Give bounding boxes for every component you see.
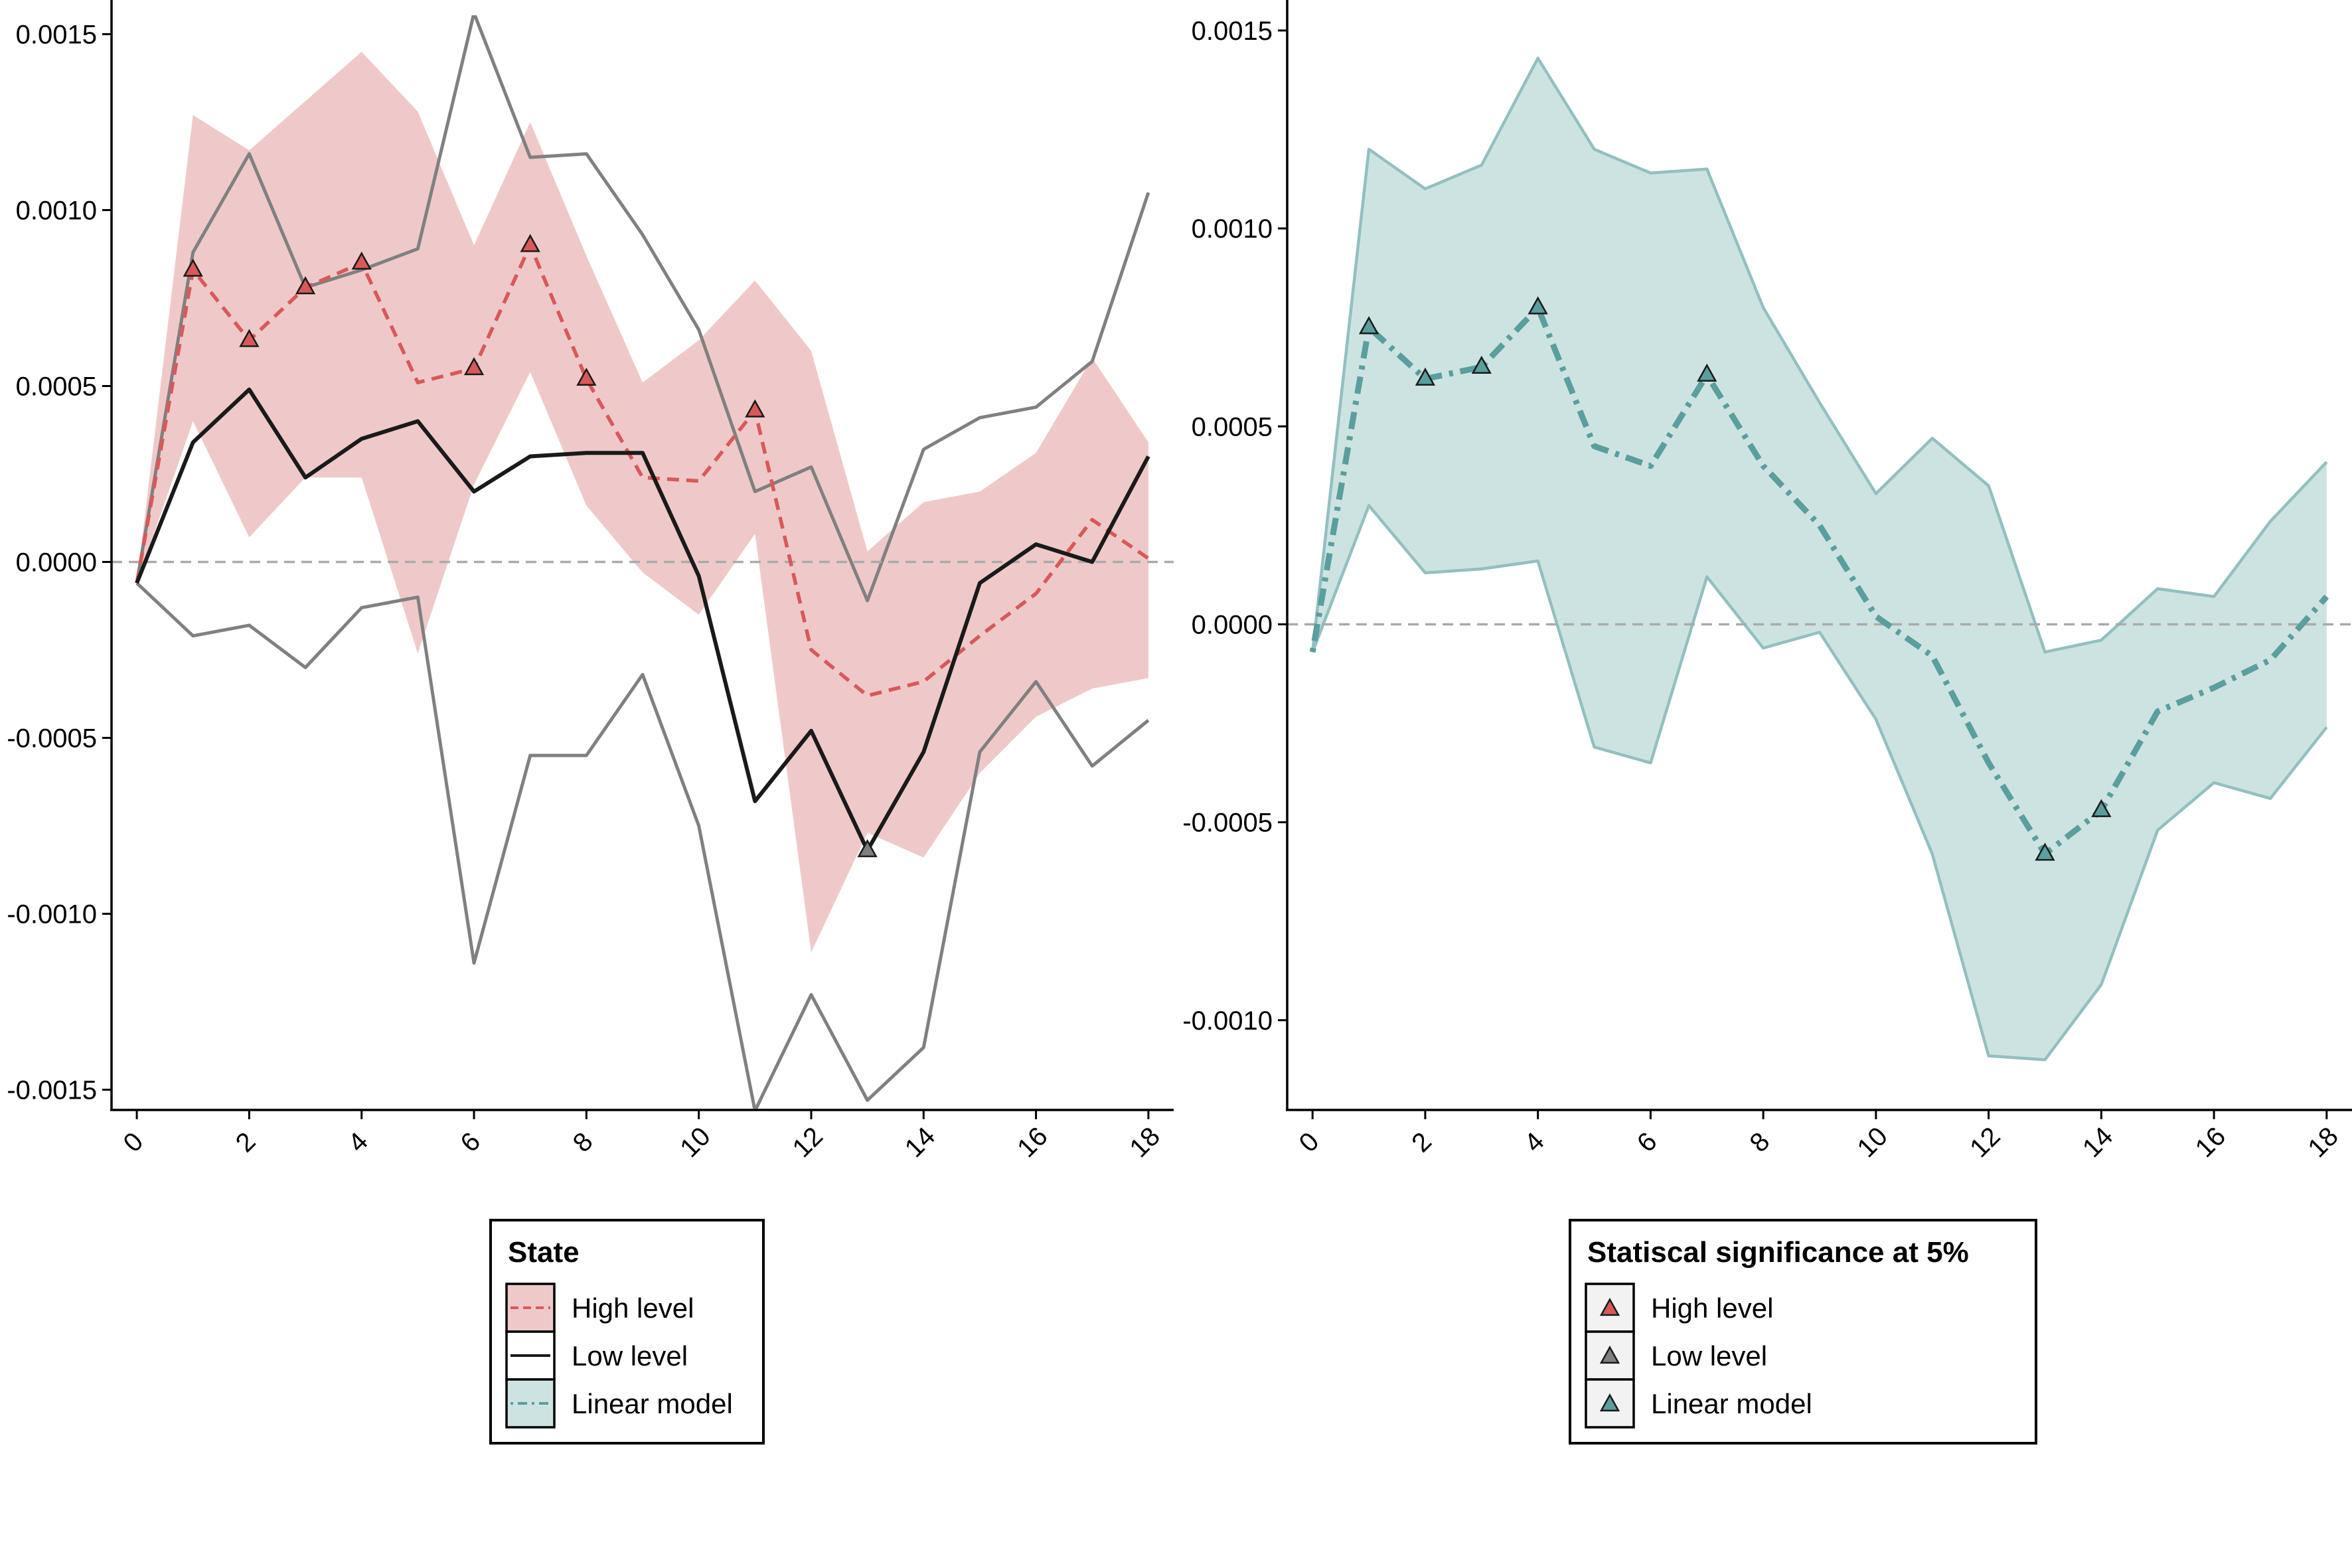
legend-title: State xyxy=(508,1236,580,1269)
y-tick-label: 0.0015 xyxy=(1192,17,1273,46)
high-level-significance-marker xyxy=(745,399,765,418)
linear-model-lower-bound xyxy=(1311,504,2328,1061)
legend-entry-label: Linear model xyxy=(1651,1388,1812,1419)
y-tick-label: 0.0010 xyxy=(16,196,97,226)
low-level-significance-marker xyxy=(857,839,878,858)
plot-area xyxy=(1287,56,2352,1061)
high-level-significance-marker xyxy=(183,258,203,277)
linear-model-line xyxy=(1309,304,2329,857)
y-tick-label: -0.0005 xyxy=(7,724,97,753)
linear-model-significance-marker xyxy=(1358,316,1379,335)
low-level-lower-bound xyxy=(135,582,1150,1109)
right-legend: Statiscal significance at 5% High level Lo… xyxy=(1569,1219,2037,1445)
y-tick-label: 0.0005 xyxy=(1192,412,1273,441)
y-tick-label: 0.0010 xyxy=(1192,214,1273,244)
low-level-line xyxy=(135,387,1150,853)
y-tick-label: -0.0010 xyxy=(7,900,97,929)
y-tick-label: 0.0015 xyxy=(16,21,97,50)
legend-entry-label: Low level xyxy=(1651,1340,1767,1372)
legend-entry-label: Low level xyxy=(572,1340,688,1372)
high-level-significance-marker xyxy=(576,367,597,386)
legend-entry-label: High level xyxy=(1651,1293,1773,1324)
high-level-significance-marker xyxy=(351,251,372,270)
legend-marker-high-level xyxy=(1599,1297,1620,1316)
plot-area xyxy=(112,15,1174,1109)
y-tick-label: 0.0005 xyxy=(16,372,97,402)
linear-model-significance-marker xyxy=(1471,355,1492,374)
linear-model-confidence-band xyxy=(1312,58,2327,1060)
legend-marker-low-level xyxy=(1599,1345,1620,1364)
linear-model-significance-marker xyxy=(1697,363,1717,382)
left-legend: State High level Low level Linear model xyxy=(489,1219,765,1445)
linear-model-significance-marker xyxy=(2091,799,2112,817)
left-panel: -0.0015 -0.0010 -0.0005 0.0000 0.0005 0.0010 0… xyxy=(7,0,1174,1163)
y-tick-label: -0.0005 xyxy=(1182,809,1273,838)
y-tick-label: -0.0015 xyxy=(7,1076,97,1105)
legend-title: Statiscal significance at 5% xyxy=(1587,1236,1969,1269)
linear-model-significance-marker xyxy=(1528,296,1548,315)
legend-entry-label: High level xyxy=(572,1293,694,1324)
high-level-significance-marker xyxy=(295,276,316,295)
high-level-confidence-band xyxy=(137,52,1148,953)
y-tick-label: -0.0010 xyxy=(1182,1006,1273,1036)
y-tick-label: 0.0000 xyxy=(1192,610,1273,639)
high-level-significance-marker xyxy=(239,329,260,347)
linear-model-upper-bound xyxy=(1310,56,2328,654)
legend-box xyxy=(1569,1219,2037,1445)
legend-marker-linear-model xyxy=(1599,1393,1620,1412)
linear-model-significance-marker xyxy=(2035,842,2055,861)
legend-entry-label: Linear model xyxy=(572,1388,733,1419)
y-tick-label: 0.0000 xyxy=(16,548,97,578)
high-level-significance-marker xyxy=(520,234,540,252)
linear-model-significance-marker xyxy=(1415,367,1436,386)
high-level-significance-marker xyxy=(463,356,485,376)
